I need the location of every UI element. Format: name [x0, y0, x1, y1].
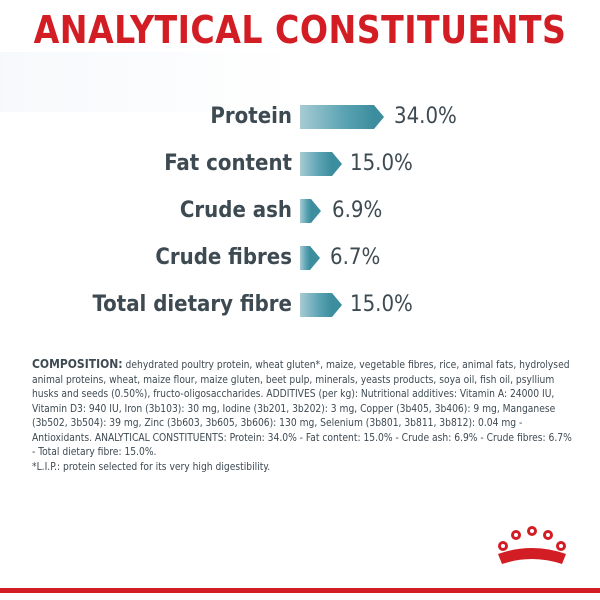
- constituent-row-dietary-fibre: Total dietary fibre: [0, 290, 292, 320]
- faded-background-text: [0, 52, 330, 112]
- constituent-bar-fat: [300, 152, 342, 176]
- constituent-value: 15.0%: [350, 151, 413, 176]
- constituent-bar-dietary-fibre: [300, 293, 342, 317]
- composition-body: dehydrated poultry protein, wheat gluten…: [32, 360, 572, 458]
- constituent-row-ash: Crude ash: [0, 196, 292, 226]
- constituent-value: 6.9%: [332, 198, 383, 223]
- constituent-bar-protein: [300, 105, 384, 129]
- constituent-bar-ash: [300, 199, 321, 223]
- constituent-row-fat: Fat content: [0, 149, 292, 179]
- constituent-bar-fibres: [300, 246, 320, 270]
- constituent-label: Fat content: [164, 151, 292, 176]
- royal-crown-icon: [498, 526, 566, 564]
- constituent-row-fibres: Crude fibres: [0, 243, 292, 273]
- page-title: ANALYTICAL CONSTITUENTS: [33, 8, 567, 52]
- constituent-value: 6.7%: [330, 245, 381, 270]
- constituent-value: 15.0%: [350, 292, 413, 317]
- constituent-label: Crude fibres: [155, 245, 292, 270]
- bottom-divider: [0, 588, 600, 593]
- constituent-row-protein: Protein: [0, 102, 292, 132]
- composition-text: COMPOSITION: dehydrated poultry protein,…: [32, 357, 577, 475]
- constituent-value: 34.0%: [394, 104, 457, 129]
- constituent-label: Crude ash: [179, 198, 292, 223]
- constituent-label: Protein: [210, 104, 292, 129]
- composition-heading: COMPOSITION:: [32, 357, 123, 371]
- constituent-label: Total dietary fibre: [92, 292, 292, 317]
- composition-footnote: *L.I.P.: protein selected for its very h…: [32, 461, 271, 473]
